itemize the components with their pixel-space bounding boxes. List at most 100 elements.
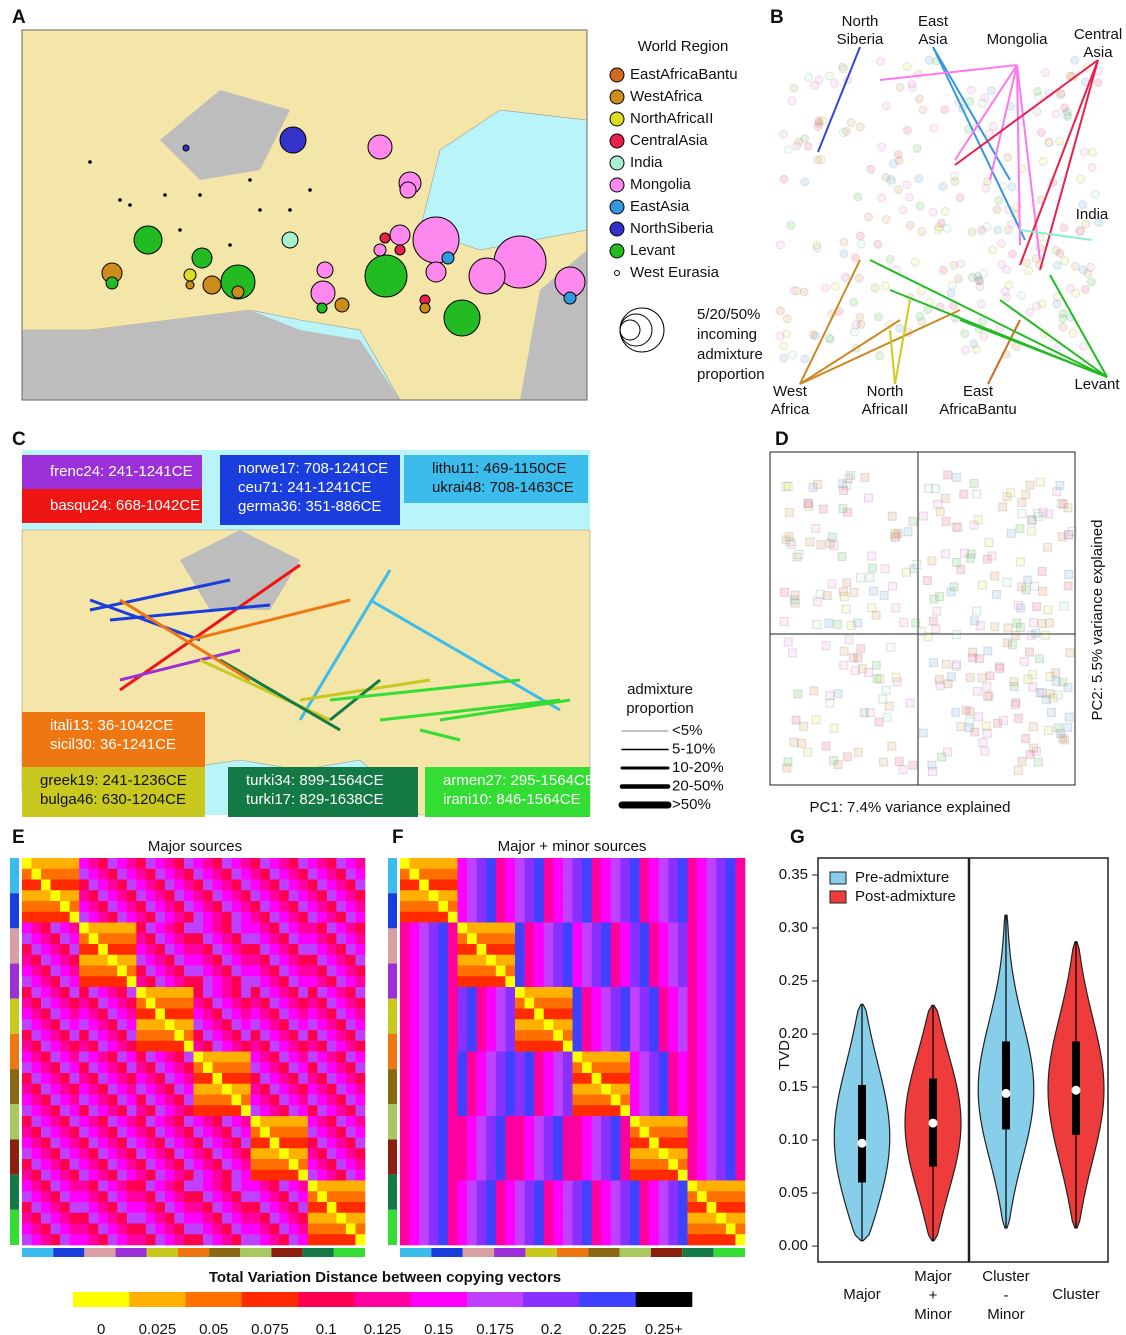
group-strip [388,928,397,964]
heatmap-cell [250,1094,261,1106]
x-tick-label: Minor [914,1306,952,1323]
heatmap-cell [317,1051,328,1063]
heatmap-cell [241,1073,251,1085]
heatmap-cell [250,1191,261,1203]
heatmap-cell [155,1148,166,1160]
region-label: West [773,383,808,400]
heatmap-cell [250,1180,261,1192]
heatmap-cell [203,944,213,956]
heatmap-cell [317,1040,328,1052]
heatmap-cell [117,1019,128,1031]
heatmap-cell [298,1234,309,1246]
heatmap-cell [145,922,156,934]
heatmap-cell [419,1126,430,1138]
heatmap-cell [649,1062,660,1074]
pca-point [824,618,834,628]
heatmap-cell [174,1040,185,1052]
heatmap-cell [534,1191,545,1203]
heatmap-cell [231,868,242,880]
violin-frame [817,857,1109,1263]
heatmap-cell [562,933,573,945]
pca-point [966,85,976,95]
heatmap-cell [400,922,410,934]
pca-point [841,126,851,136]
heatmap-cell [639,922,650,934]
heatmap-cell [88,1202,99,1214]
heatmap-cell [317,1137,328,1149]
heatmap-cell [326,976,337,988]
heatmap-cell [697,1159,707,1171]
heatmap-cell [706,1030,717,1042]
heatmap-cell [476,1202,487,1214]
heatmap-cell [79,1234,89,1246]
heatmap-cell [79,1223,89,1235]
heatmap-cell [639,901,650,913]
heatmap-cell [269,1202,280,1214]
heatmap-cell [687,1169,698,1181]
pca-point [1035,688,1045,698]
heatmap-cell [222,1126,232,1138]
heatmap-cell [505,901,516,913]
heatmap-cell [438,1083,449,1095]
heatmap-cell [345,1083,356,1095]
heatmap-cell [735,944,746,956]
pca-point [1007,182,1017,192]
heatmap-cell [155,1223,166,1235]
y-tick-label: 0.00 [779,1237,808,1254]
heatmap-cell [117,1234,128,1246]
heatmap-cell [250,954,261,966]
heatmap-cell [505,1094,516,1106]
heatmap-cell [467,944,477,956]
heatmap-cell [534,997,545,1009]
heatmap-cell [677,954,688,966]
heatmap-cell [174,1062,185,1074]
heatmap-cell [203,997,213,1009]
pca-point [893,150,903,160]
heatmap-cell [582,1116,592,1128]
heatmap-cell [250,1234,261,1246]
heatmap-cell [668,954,679,966]
heatmap-cell [241,1223,251,1235]
heatmap-cell [476,1019,487,1031]
heatmap-cell [126,890,137,902]
pca-point [974,275,984,285]
heatmap-cell [706,1159,717,1171]
heatmap-cell [69,1116,80,1128]
pca-point [982,691,992,701]
heatmap-cell [591,1051,602,1063]
heatmap-cell [79,1030,89,1042]
heatmap-cell [326,1019,337,1031]
heatmap-cell [164,1105,175,1117]
pca-point [1021,734,1031,744]
heatmap-cell [601,1169,612,1181]
heatmap-cell [174,965,185,977]
heatmap-cell [269,965,280,977]
heatmap-cell [716,1169,727,1181]
heatmap-cell [668,868,679,880]
heatmap-cell [591,868,602,880]
heatmap-cell [735,1062,746,1074]
colorbar-tick-label: 0 [97,1321,105,1335]
heatmap-cell [438,879,449,891]
heatmap-cell [307,901,318,913]
heatmap-cell [260,911,271,923]
pca-point [780,587,790,597]
heatmap-cell [260,1008,271,1020]
heatmap-cell [107,1030,118,1042]
heatmap-cell [562,1126,573,1138]
group-strip [388,1209,397,1245]
heatmap-cell [524,1169,535,1181]
heatmap-cell [279,922,290,934]
arrow [879,64,1018,81]
heatmap-cell [136,1180,147,1192]
pca-point [1038,586,1048,596]
heatmap-cell [486,1083,497,1095]
heatmap-cell [345,1008,356,1020]
heatmap-cell [524,987,535,999]
heatmap-cell [307,1148,318,1160]
heatmap-cell [534,1169,545,1181]
pca-point [1060,103,1070,113]
heatmap-cell [326,1008,337,1020]
group-strip [115,1248,147,1257]
pca-point [1031,746,1041,756]
